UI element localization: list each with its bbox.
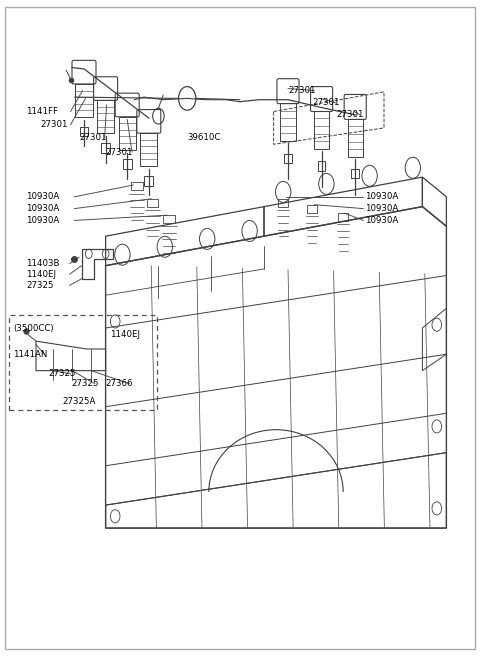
Bar <box>318 161 325 171</box>
Text: 27325: 27325 <box>26 281 54 290</box>
Bar <box>351 169 359 178</box>
Text: 1140EJ: 1140EJ <box>110 330 140 339</box>
Text: 27325: 27325 <box>71 379 98 388</box>
Bar <box>97 100 114 133</box>
Bar <box>314 111 329 149</box>
Bar <box>75 84 93 117</box>
Bar <box>338 213 348 221</box>
Text: 27301: 27301 <box>41 120 68 129</box>
Text: 27366: 27366 <box>106 379 133 388</box>
Bar <box>348 119 363 157</box>
Text: 39610C: 39610C <box>187 133 221 142</box>
Bar <box>307 205 317 213</box>
Text: 10930A: 10930A <box>365 216 398 225</box>
Bar <box>119 117 136 150</box>
Bar <box>163 215 175 223</box>
Text: 1141AN: 1141AN <box>13 350 48 359</box>
Text: 27301: 27301 <box>312 98 339 108</box>
Text: 10930A: 10930A <box>365 204 398 213</box>
Text: 11403B: 11403B <box>26 259 60 268</box>
Text: 27301: 27301 <box>288 86 315 95</box>
Text: 27301: 27301 <box>79 133 107 142</box>
Bar <box>278 199 288 207</box>
Bar <box>123 159 132 169</box>
Bar <box>144 176 153 186</box>
Bar <box>80 127 88 136</box>
Bar <box>140 133 157 166</box>
Text: 10930A: 10930A <box>26 216 60 225</box>
Text: 1140EJ: 1140EJ <box>26 270 57 279</box>
Text: 10930A: 10930A <box>365 192 398 201</box>
Text: 1141FF: 1141FF <box>26 107 59 116</box>
Bar <box>101 143 110 153</box>
Bar <box>147 199 158 207</box>
Bar <box>131 182 143 190</box>
Text: 10930A: 10930A <box>26 192 60 201</box>
Bar <box>280 103 296 141</box>
Text: 27301: 27301 <box>106 148 133 157</box>
Text: 27325: 27325 <box>48 369 75 379</box>
Text: (3500CC): (3500CC) <box>13 323 54 333</box>
Text: 27301: 27301 <box>336 110 363 119</box>
Text: 10930A: 10930A <box>26 204 60 213</box>
Bar <box>284 154 292 163</box>
Text: 27325A: 27325A <box>62 397 96 406</box>
